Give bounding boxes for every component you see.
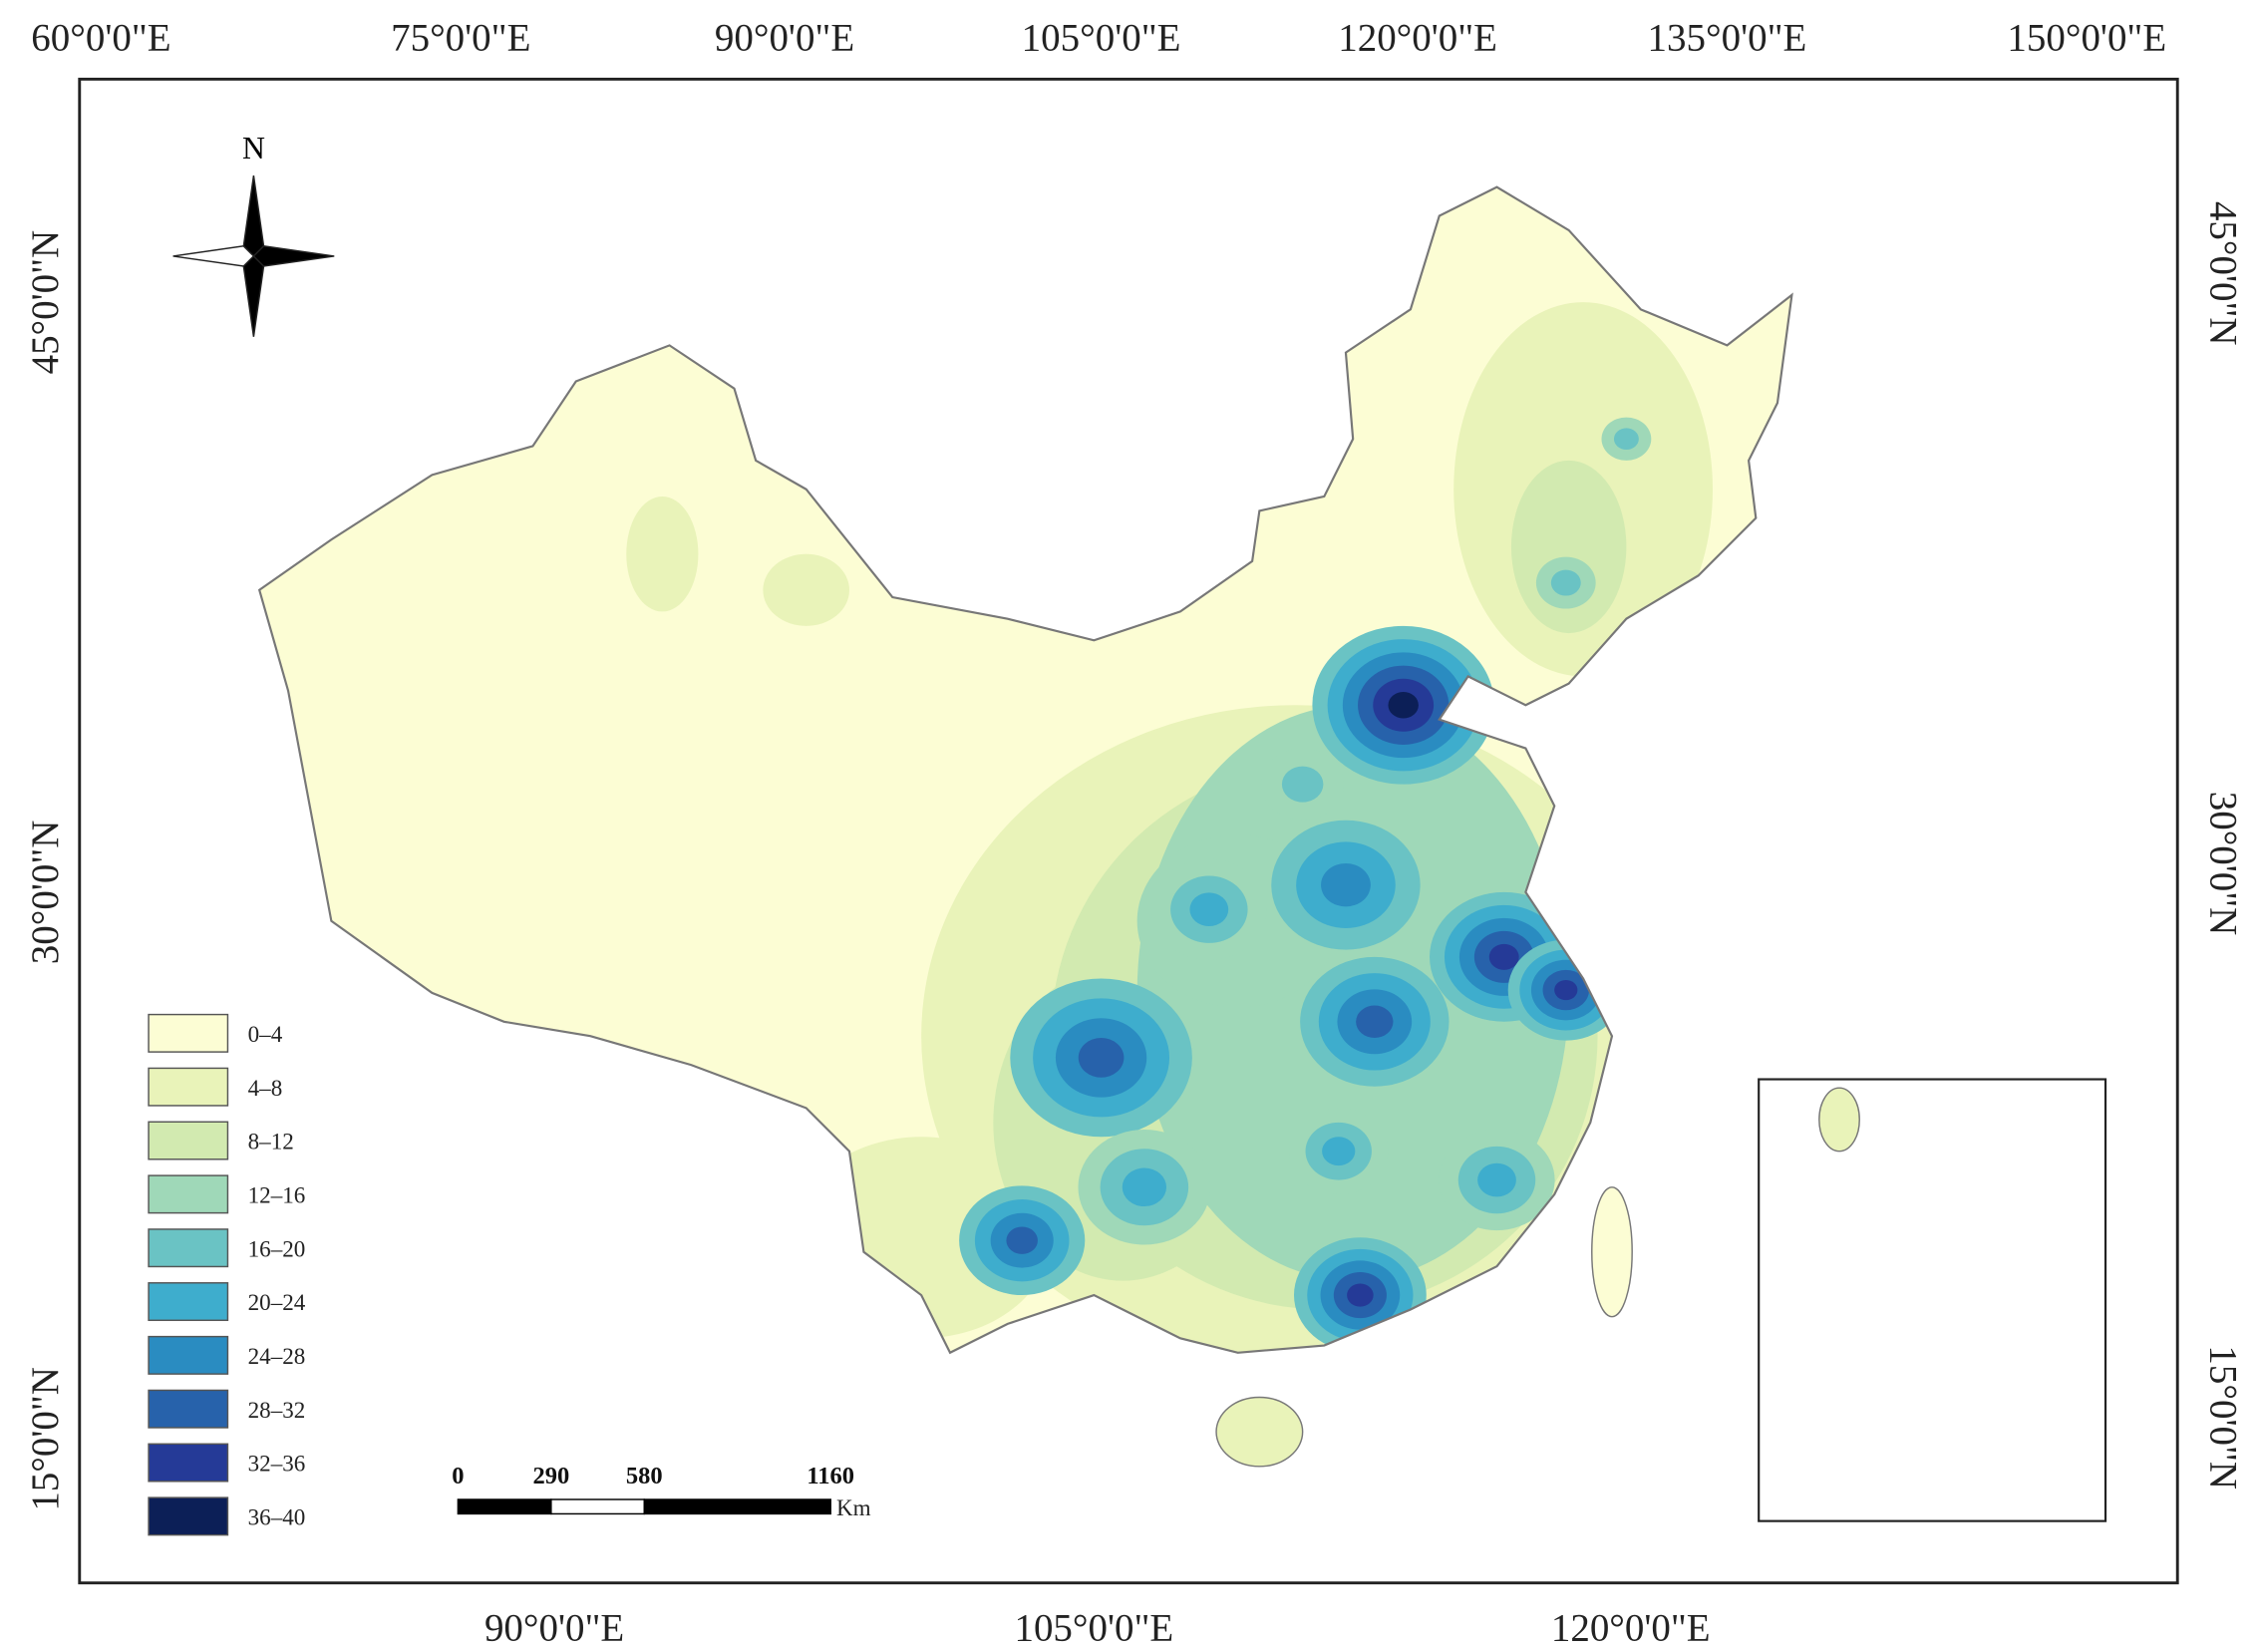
class-area bbox=[1347, 1283, 1374, 1307]
scale-segment bbox=[550, 1498, 646, 1515]
compass bbox=[172, 174, 335, 337]
top-coordinate-label: 75°0'0"E bbox=[391, 17, 530, 60]
scale-label: 0 bbox=[452, 1463, 464, 1489]
left-coordinate-label: 30°0'0"N bbox=[24, 821, 67, 965]
class-area bbox=[1322, 1137, 1356, 1166]
bottom-coordinate-label: 105°0'0"E bbox=[1014, 1606, 1173, 1649]
class-area bbox=[626, 496, 699, 612]
legend-label: 20–24 bbox=[248, 1289, 306, 1315]
class-area bbox=[1477, 1162, 1516, 1197]
island bbox=[1591, 1186, 1633, 1318]
scale-label: 290 bbox=[532, 1463, 569, 1489]
right-coordinate-label: 15°0'0"N bbox=[2201, 1345, 2244, 1489]
island bbox=[1215, 1396, 1304, 1468]
class-area bbox=[1488, 943, 1519, 970]
top-coordinate-label: 150°0'0"E bbox=[2007, 17, 2166, 60]
class-area bbox=[1321, 863, 1371, 907]
bottom-coordinate-label: 90°0'0"E bbox=[484, 1606, 624, 1649]
legend-label: 8–12 bbox=[248, 1129, 294, 1155]
right-coordinate-label: 30°0'0"N bbox=[2201, 792, 2244, 936]
class-area bbox=[1554, 979, 1578, 1001]
legend-swatch bbox=[148, 1282, 229, 1322]
legend-label: 28–32 bbox=[248, 1397, 306, 1423]
legend-swatch bbox=[148, 1389, 229, 1429]
class-area bbox=[763, 553, 849, 626]
legend-label: 12–16 bbox=[248, 1182, 306, 1208]
class-area bbox=[1006, 1226, 1038, 1254]
scale-segment bbox=[457, 1498, 552, 1515]
class-area bbox=[1281, 766, 1324, 803]
bottom-coordinate-label: 120°0'0"E bbox=[1551, 1606, 1711, 1649]
inset-island bbox=[1818, 1087, 1860, 1153]
scale-label: 580 bbox=[626, 1463, 663, 1489]
legend-swatch bbox=[148, 1174, 229, 1214]
class-area bbox=[1550, 569, 1581, 596]
legend-label: 0–4 bbox=[248, 1021, 283, 1047]
class-area bbox=[1189, 892, 1229, 927]
scale-segment bbox=[643, 1498, 831, 1515]
legend-label: 24–28 bbox=[248, 1343, 306, 1369]
top-coordinate-label: 120°0'0"E bbox=[1338, 17, 1497, 60]
class-area bbox=[1613, 428, 1639, 451]
top-coordinate-label: 105°0'0"E bbox=[1022, 17, 1181, 60]
left-coordinate-label: 45°0'0"N bbox=[24, 230, 67, 375]
scale-unit: Km bbox=[836, 1494, 871, 1520]
legend-swatch bbox=[148, 1335, 229, 1375]
inset-frame bbox=[1758, 1078, 2107, 1522]
legend-swatch bbox=[148, 1121, 229, 1160]
left-coordinate-label: 15°0'0"N bbox=[24, 1367, 67, 1511]
class-area bbox=[1078, 1038, 1125, 1078]
legend-label: 16–20 bbox=[248, 1235, 306, 1261]
north-label: N bbox=[242, 131, 265, 165]
top-coordinate-label: 135°0'0"E bbox=[1648, 17, 1807, 60]
legend-swatch bbox=[148, 1013, 229, 1053]
legend-label: 36–40 bbox=[248, 1504, 306, 1530]
right-coordinate-label: 45°0'0"N bbox=[2201, 201, 2244, 346]
class-area bbox=[1388, 692, 1419, 719]
legend-swatch bbox=[148, 1443, 229, 1483]
legend-swatch bbox=[148, 1067, 229, 1107]
top-coordinate-label: 90°0'0"E bbox=[715, 17, 854, 60]
scale-label: 1160 bbox=[806, 1463, 854, 1489]
legend-label: 4–8 bbox=[248, 1075, 283, 1101]
class-area bbox=[1122, 1167, 1167, 1207]
top-coordinate-label: 60°0'0"E bbox=[31, 17, 170, 60]
class-area bbox=[1356, 1005, 1394, 1039]
legend-label: 32–36 bbox=[248, 1451, 306, 1477]
legend-swatch bbox=[148, 1496, 229, 1536]
legend-swatch bbox=[148, 1228, 229, 1268]
